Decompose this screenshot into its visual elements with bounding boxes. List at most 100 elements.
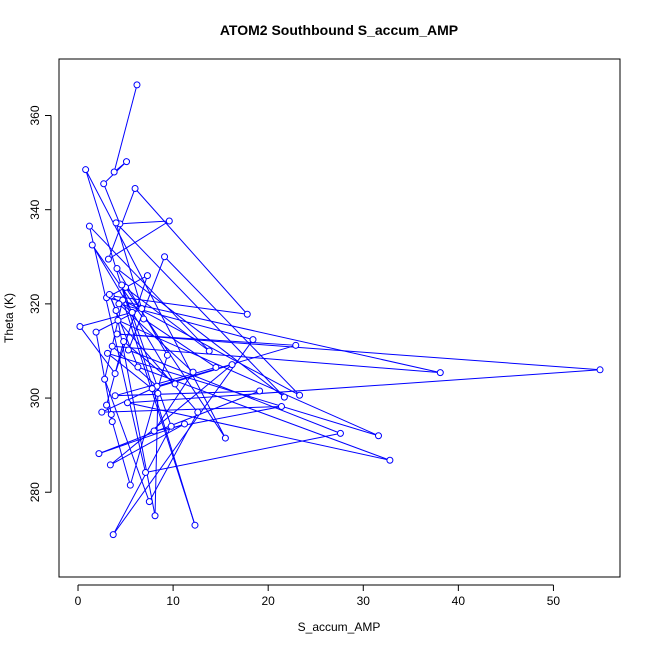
data-point — [101, 375, 109, 383]
y-tick-label: 360 — [28, 105, 42, 125]
series-segment — [88, 226, 147, 473]
data-point — [292, 341, 300, 349]
series-segment — [117, 320, 199, 413]
series-segment — [164, 256, 300, 396]
series-segment — [111, 421, 131, 486]
series-segment — [119, 220, 170, 225]
series-segment — [156, 344, 296, 387]
data-point — [85, 222, 93, 230]
series-segment — [127, 369, 601, 404]
x-tick-label: 10 — [166, 594, 180, 608]
data-point — [336, 429, 344, 437]
series-segment — [115, 390, 260, 397]
data-point — [228, 361, 236, 369]
data-point — [161, 253, 169, 261]
series-segment — [122, 299, 300, 396]
series-segment — [103, 183, 121, 225]
data-point — [112, 306, 120, 314]
data-point — [124, 346, 132, 354]
x-tick-label: 0 — [75, 594, 82, 608]
data-point — [98, 408, 106, 416]
data-point — [123, 158, 131, 166]
data-point — [123, 399, 131, 407]
x-axis-label: S_accum_AMP — [298, 620, 381, 634]
data-point — [181, 420, 189, 428]
data-point — [88, 241, 96, 249]
series-segment — [112, 339, 254, 535]
data-point — [134, 363, 142, 371]
chart-title: ATOM2 Southbound S_accum_AMP — [220, 22, 458, 38]
data-point — [106, 461, 114, 469]
data-point — [112, 219, 120, 227]
data-point — [126, 481, 134, 489]
series-segment — [115, 222, 143, 309]
data-point — [131, 185, 139, 192]
data-point — [374, 432, 382, 440]
x-axis: 0 10 20 30 40 50 — [75, 584, 561, 608]
data-point — [133, 81, 141, 89]
data-point — [110, 168, 118, 176]
series-segment — [117, 319, 379, 437]
series-segment — [121, 284, 210, 352]
data-point — [100, 180, 108, 188]
data-point — [114, 316, 122, 324]
series-segment — [79, 311, 133, 327]
data-point — [189, 368, 197, 376]
data-point — [111, 370, 119, 378]
series-segment — [101, 406, 282, 413]
data-point — [596, 366, 604, 374]
data-point — [104, 255, 112, 263]
data-point — [436, 369, 444, 377]
y-tick-label: 300 — [28, 388, 42, 408]
series-segment — [123, 341, 176, 385]
data-point — [243, 310, 251, 318]
series-segment — [114, 366, 217, 397]
series-segment — [112, 426, 172, 535]
data-point — [115, 300, 123, 308]
data-point — [280, 393, 288, 401]
data-point — [108, 342, 116, 350]
data-point — [205, 347, 213, 355]
data-point — [171, 380, 179, 388]
x-tick-label: 20 — [262, 594, 276, 608]
data-point — [111, 392, 119, 400]
x-tick-label: 50 — [547, 594, 561, 608]
series-segment — [153, 371, 194, 432]
data-point — [386, 456, 394, 464]
y-tick-label: 320 — [28, 294, 42, 314]
data-point — [154, 389, 162, 397]
y-tick-label: 280 — [28, 482, 42, 502]
data-point — [128, 308, 136, 316]
data-point — [194, 408, 202, 416]
data-point — [167, 422, 175, 430]
series-segment — [79, 326, 116, 374]
data-point — [143, 272, 151, 280]
series-segment — [108, 220, 170, 260]
data-point — [95, 450, 103, 458]
series-segment — [145, 432, 341, 473]
series-segment — [116, 268, 285, 398]
data-point — [92, 328, 100, 336]
plot-frame — [58, 58, 621, 578]
data-point — [82, 166, 90, 174]
series-segment — [107, 352, 379, 437]
data-point — [151, 512, 159, 520]
series-segment — [143, 318, 217, 368]
data-point — [140, 315, 148, 323]
data-point — [103, 349, 111, 357]
series-segment — [98, 390, 260, 455]
data-point — [107, 411, 115, 419]
data-point — [165, 217, 173, 225]
data-point — [163, 351, 171, 359]
x-tick-label: 30 — [357, 594, 371, 608]
data-point — [120, 338, 128, 346]
data-point — [108, 418, 116, 426]
data-point — [256, 387, 264, 395]
series-segment — [110, 364, 233, 466]
series-point-group — [76, 81, 604, 539]
series-segment — [127, 402, 391, 461]
series-segment — [134, 188, 248, 315]
data-point — [150, 427, 158, 435]
